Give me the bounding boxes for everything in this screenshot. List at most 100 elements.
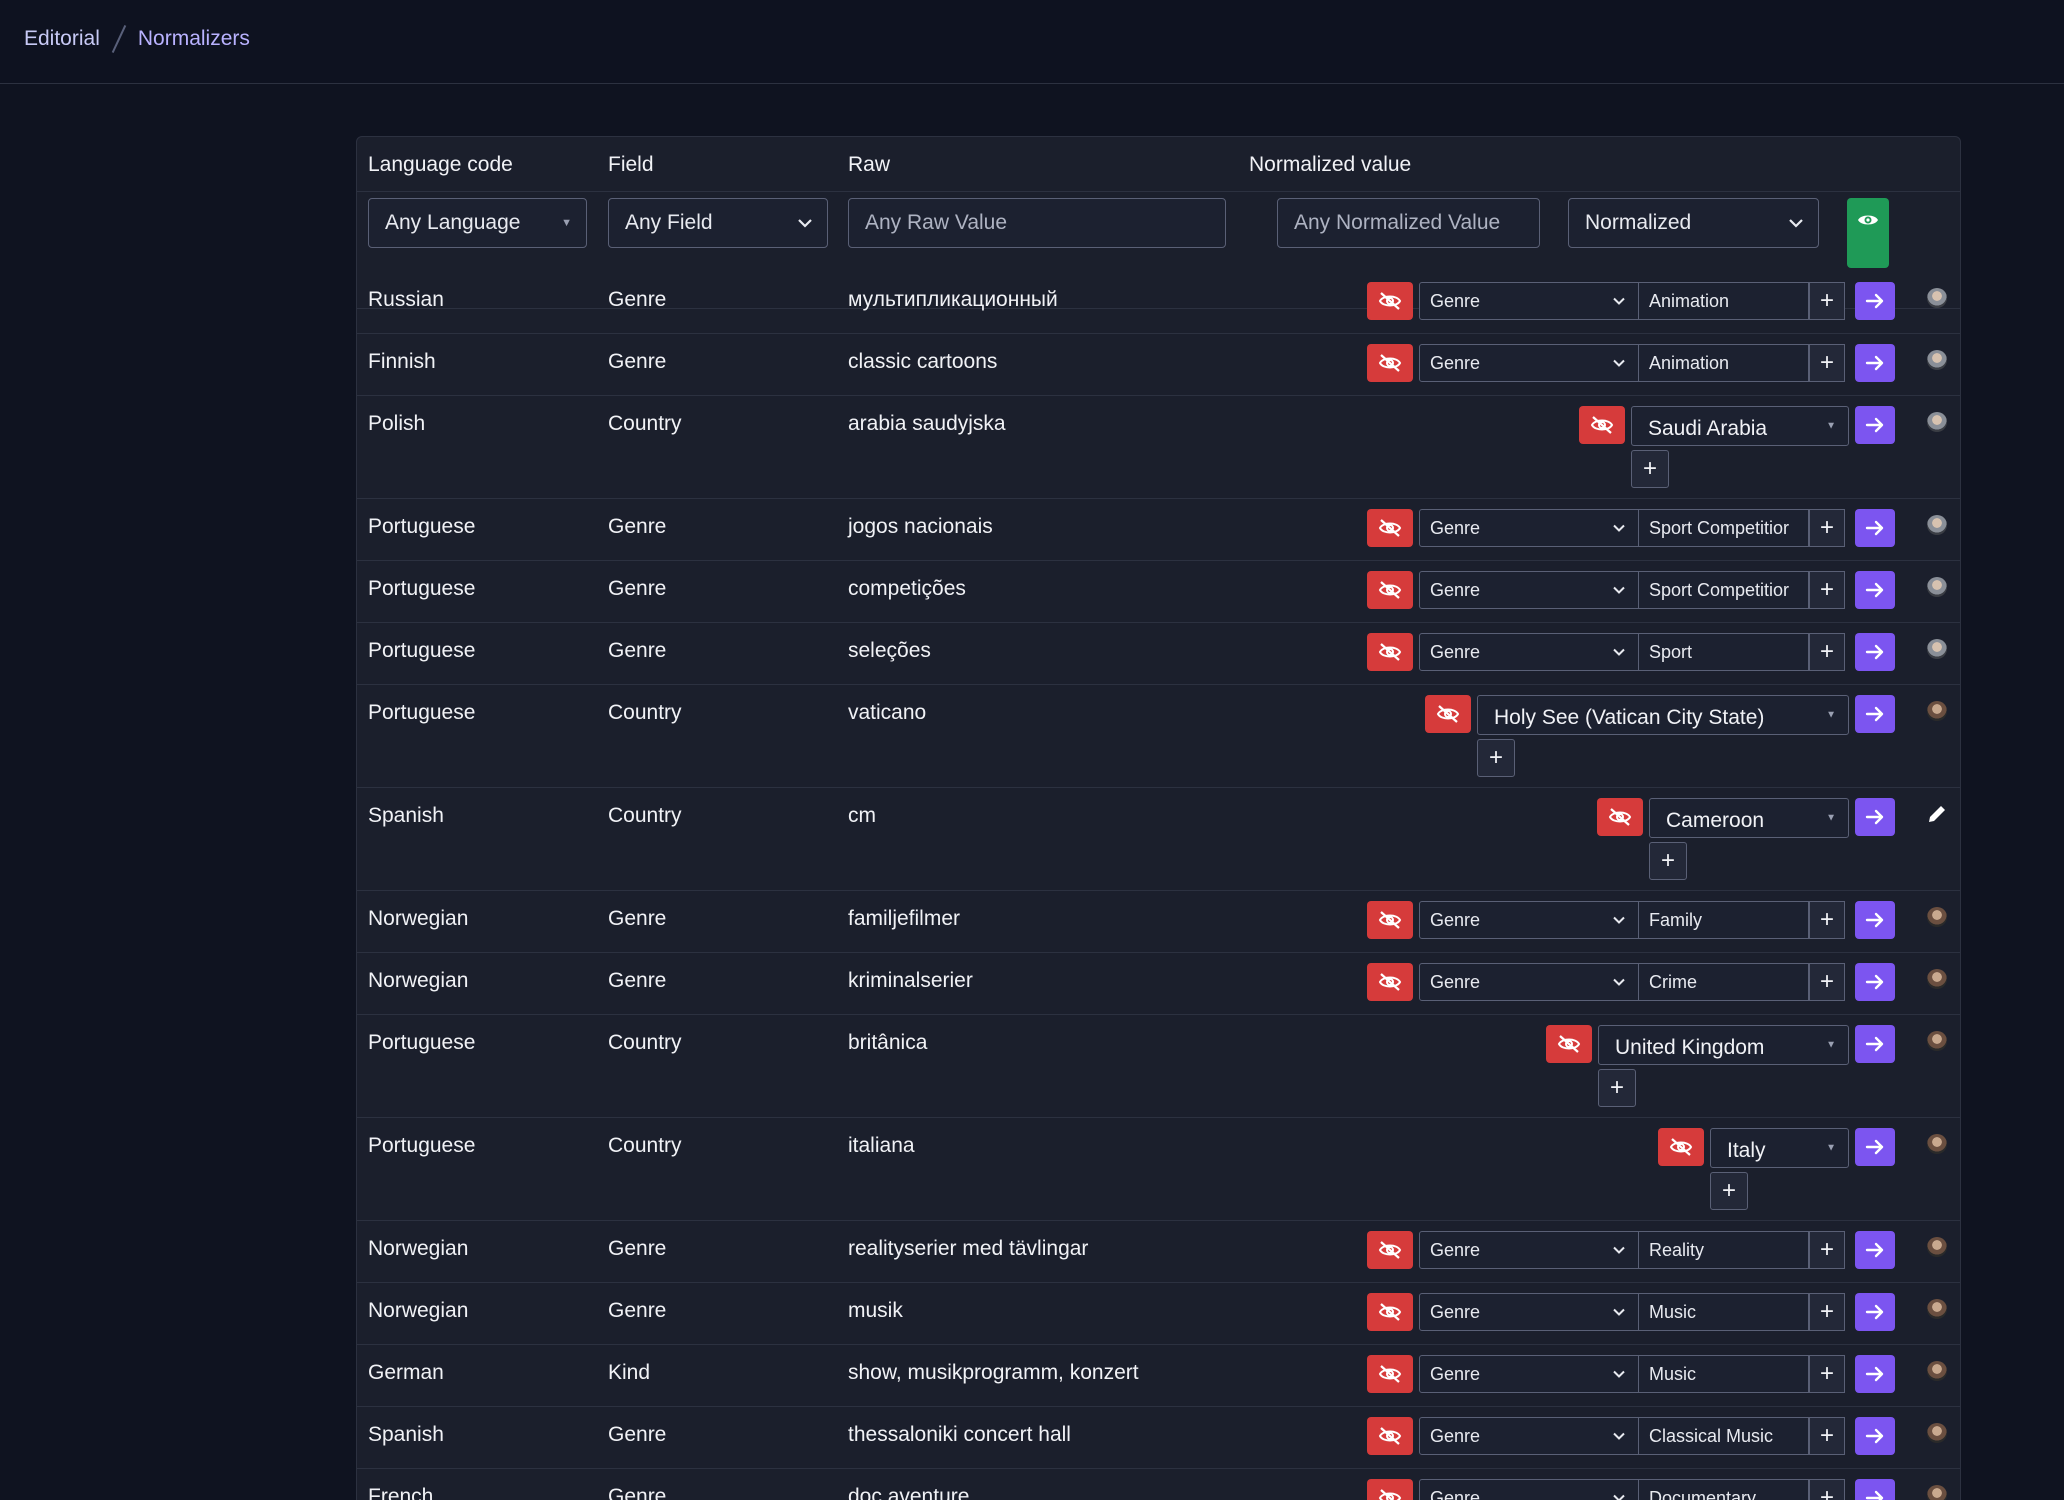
apply-normalization-button[interactable] xyxy=(1855,1025,1895,1063)
normalized-value-field[interactable]: Sport Competitior xyxy=(1639,571,1809,609)
field-filter-select[interactable]: Any Field xyxy=(608,198,828,248)
field-type-select[interactable]: Genre xyxy=(1419,571,1639,609)
raw-value-filter-input[interactable]: Any Raw Value xyxy=(848,198,1226,248)
hide-normalizer-button[interactable] xyxy=(1367,963,1413,1001)
apply-normalization-button[interactable] xyxy=(1855,1231,1895,1269)
apply-normalization-button[interactable] xyxy=(1855,344,1895,382)
country-select[interactable]: Cameroon ▼ xyxy=(1649,798,1849,838)
hide-normalizer-button[interactable] xyxy=(1367,282,1413,320)
pencil-icon[interactable] xyxy=(1925,802,1949,826)
add-value-button[interactable]: + xyxy=(1809,901,1845,939)
hide-normalizer-button[interactable] xyxy=(1367,509,1413,547)
field-type-select[interactable]: Genre xyxy=(1419,1231,1639,1269)
editor-avatar[interactable] xyxy=(1927,639,1947,659)
normalized-value-field[interactable]: Music xyxy=(1639,1355,1809,1393)
apply-normalization-button[interactable] xyxy=(1855,633,1895,671)
country-select[interactable]: Holy See (Vatican City State) ▼ xyxy=(1477,695,1849,735)
add-value-button[interactable]: + xyxy=(1809,509,1845,547)
hide-normalizer-button[interactable] xyxy=(1367,571,1413,609)
add-value-button[interactable]: + xyxy=(1809,1293,1845,1331)
hide-normalizer-button[interactable] xyxy=(1367,1479,1413,1500)
hide-normalizer-button[interactable] xyxy=(1367,1417,1413,1455)
apply-normalization-button[interactable] xyxy=(1855,901,1895,939)
apply-normalization-button[interactable] xyxy=(1855,406,1895,444)
field-type-select[interactable]: Genre xyxy=(1419,344,1639,382)
country-select[interactable]: Saudi Arabia ▼ xyxy=(1631,406,1849,446)
add-country-button[interactable]: + xyxy=(1598,1069,1636,1107)
field-type-select[interactable]: Genre xyxy=(1419,1479,1639,1500)
add-country-button[interactable]: + xyxy=(1710,1172,1748,1210)
field-type-select[interactable]: Genre xyxy=(1419,1417,1639,1455)
field-type-select[interactable]: Genre xyxy=(1419,633,1639,671)
field-type-select[interactable]: Genre xyxy=(1419,1355,1639,1393)
hide-normalizer-button[interactable] xyxy=(1425,695,1471,733)
apply-normalization-button[interactable] xyxy=(1855,1417,1895,1455)
add-value-button[interactable]: + xyxy=(1809,1355,1845,1393)
hide-normalizer-button[interactable] xyxy=(1658,1128,1704,1166)
field-type-select[interactable]: Genre xyxy=(1419,963,1639,1001)
hide-normalizer-button[interactable] xyxy=(1367,901,1413,939)
hide-normalizer-button[interactable] xyxy=(1367,1293,1413,1331)
normalized-value-field[interactable]: Animation xyxy=(1639,282,1809,320)
normalized-value-field[interactable]: Family xyxy=(1639,901,1809,939)
add-value-button[interactable]: + xyxy=(1809,633,1845,671)
hide-normalizer-button[interactable] xyxy=(1367,1355,1413,1393)
apply-normalization-button[interactable] xyxy=(1855,1128,1895,1166)
add-value-button[interactable]: + xyxy=(1809,344,1845,382)
field-type-select[interactable]: Genre xyxy=(1419,509,1639,547)
apply-normalization-button[interactable] xyxy=(1855,1479,1895,1500)
show-hidden-toggle-button[interactable] xyxy=(1847,198,1889,268)
editor-avatar[interactable] xyxy=(1927,1237,1947,1257)
apply-normalization-button[interactable] xyxy=(1855,571,1895,609)
editor-avatar[interactable] xyxy=(1927,701,1947,721)
breadcrumb-editorial[interactable]: Editorial xyxy=(24,27,100,50)
add-value-button[interactable]: + xyxy=(1809,1479,1845,1500)
apply-normalization-button[interactable] xyxy=(1855,963,1895,1001)
apply-normalization-button[interactable] xyxy=(1855,1355,1895,1393)
field-type-select[interactable]: Genre xyxy=(1419,282,1639,320)
editor-avatar[interactable] xyxy=(1927,1485,1947,1500)
normalized-value-field[interactable]: Crime xyxy=(1639,963,1809,1001)
country-select[interactable]: Italy ▼ xyxy=(1710,1128,1849,1168)
normalized-value-field[interactable]: Music xyxy=(1639,1293,1809,1331)
normalized-value-filter-input[interactable]: Any Normalized Value xyxy=(1277,198,1540,248)
hide-normalizer-button[interactable] xyxy=(1367,344,1413,382)
apply-normalization-button[interactable] xyxy=(1855,798,1895,836)
normalized-value-field[interactable]: Animation xyxy=(1639,344,1809,382)
field-type-select[interactable]: Genre xyxy=(1419,1293,1639,1331)
editor-avatar[interactable] xyxy=(1927,1299,1947,1319)
hide-normalizer-button[interactable] xyxy=(1367,633,1413,671)
apply-normalization-button[interactable] xyxy=(1855,282,1895,320)
normalized-value-field[interactable]: Documentary xyxy=(1639,1479,1809,1500)
editor-avatar[interactable] xyxy=(1927,288,1947,308)
editor-avatar[interactable] xyxy=(1927,515,1947,535)
add-country-button[interactable]: + xyxy=(1631,450,1669,488)
field-type-select[interactable]: Genre xyxy=(1419,901,1639,939)
hide-normalizer-button[interactable] xyxy=(1367,1231,1413,1269)
add-value-button[interactable]: + xyxy=(1809,963,1845,1001)
hide-normalizer-button[interactable] xyxy=(1546,1025,1592,1063)
editor-avatar[interactable] xyxy=(1927,1423,1947,1443)
add-value-button[interactable]: + xyxy=(1809,1417,1845,1455)
editor-avatar[interactable] xyxy=(1927,350,1947,370)
hide-normalizer-button[interactable] xyxy=(1579,406,1625,444)
breadcrumb-normalizers[interactable]: Normalizers xyxy=(137,27,250,50)
apply-normalization-button[interactable] xyxy=(1855,695,1895,733)
add-value-button[interactable]: + xyxy=(1809,282,1845,320)
apply-normalization-button[interactable] xyxy=(1855,509,1895,547)
normalized-value-field[interactable]: Sport xyxy=(1639,633,1809,671)
editor-avatar[interactable] xyxy=(1927,1134,1947,1154)
editor-avatar[interactable] xyxy=(1927,412,1947,432)
add-value-button[interactable]: + xyxy=(1809,1231,1845,1269)
editor-avatar[interactable] xyxy=(1927,1031,1947,1051)
add-country-button[interactable]: + xyxy=(1477,739,1515,777)
hide-normalizer-button[interactable] xyxy=(1597,798,1643,836)
normalized-value-field[interactable]: Classical Music xyxy=(1639,1417,1809,1455)
add-value-button[interactable]: + xyxy=(1809,571,1845,609)
editor-avatar[interactable] xyxy=(1927,907,1947,927)
normalized-value-field[interactable]: Sport Competitior xyxy=(1639,509,1809,547)
status-filter-select[interactable]: Normalized xyxy=(1568,198,1819,248)
editor-avatar[interactable] xyxy=(1927,577,1947,597)
editor-avatar[interactable] xyxy=(1927,969,1947,989)
editor-avatar[interactable] xyxy=(1927,1361,1947,1381)
